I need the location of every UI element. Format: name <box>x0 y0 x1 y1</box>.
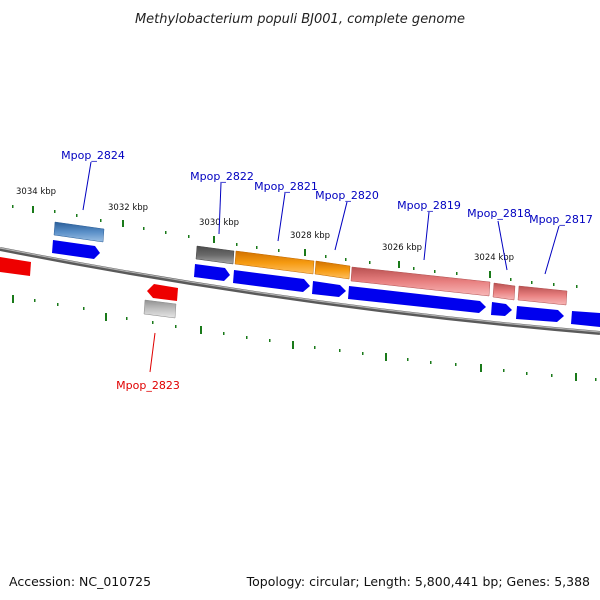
genome-backbone <box>0 247 600 335</box>
kbp-label: 3028 kbp <box>290 231 330 241</box>
kbp-label: 3024 kbp <box>474 253 514 263</box>
gene-label-mpop-2820[interactable]: Mpop_2820 <box>315 189 379 202</box>
topology-text: Topology: circular; Length: 5,800,441 bp… <box>246 574 590 589</box>
reverse-gene-arrow[interactable] <box>147 284 178 301</box>
cds-arrow[interactable] <box>491 302 512 316</box>
kbp-label: 3032 kbp <box>108 203 148 213</box>
gene-label-mpop-2824[interactable]: Mpop_2824 <box>61 149 125 162</box>
gene-label-mpop-2817[interactable]: Mpop_2817 <box>529 213 593 226</box>
cds-arrow[interactable] <box>348 286 486 313</box>
map-title: Methylobacterium populi BJ001, complete … <box>135 12 465 27</box>
accession-text: Accession: NC_010725 <box>9 574 151 589</box>
cds-arrow[interactable] <box>516 306 564 322</box>
lower-tick-row <box>12 295 597 381</box>
feature-track <box>53 221 568 319</box>
feature-mpop-2821[interactable] <box>234 250 315 275</box>
label-leader-lines <box>82 161 560 373</box>
cds-arrow[interactable] <box>194 264 230 281</box>
forward-cds-track <box>52 240 600 327</box>
kbp-label: 3034 kbp <box>16 187 56 197</box>
feature-mpop-2817[interactable] <box>517 285 568 306</box>
reverse-gene-track <box>0 257 178 301</box>
gene-labels: Mpop_2824 Mpop_2822 Mpop_2821 Mpop_2820 … <box>61 149 593 392</box>
feature-mpop-2823[interactable] <box>143 299 177 319</box>
cds-arrow[interactable] <box>233 270 310 292</box>
gene-label-mpop-2823[interactable]: Mpop_2823 <box>116 379 180 392</box>
gene-label-mpop-2818[interactable]: Mpop_2818 <box>467 207 531 220</box>
feature-mpop-2824[interactable] <box>53 221 105 243</box>
gene-label-mpop-2821[interactable]: Mpop_2821 <box>254 180 318 193</box>
feature-mpop-2822[interactable] <box>195 245 235 265</box>
reverse-gene-arrow[interactable] <box>0 257 31 276</box>
feature-mpop-2819[interactable] <box>350 266 491 297</box>
kbp-label: 3026 kbp <box>382 243 422 253</box>
gene-label-mpop-2822[interactable]: Mpop_2822 <box>190 170 254 183</box>
cds-arrow[interactable] <box>312 281 346 297</box>
cds-arrow[interactable] <box>571 311 600 327</box>
gene-label-mpop-2819[interactable]: Mpop_2819 <box>397 199 461 212</box>
feature-mpop-2818[interactable] <box>492 282 516 301</box>
feature-mpop-2820[interactable] <box>314 260 351 280</box>
upper-tick-row <box>12 205 578 288</box>
cds-arrow[interactable] <box>52 240 100 259</box>
